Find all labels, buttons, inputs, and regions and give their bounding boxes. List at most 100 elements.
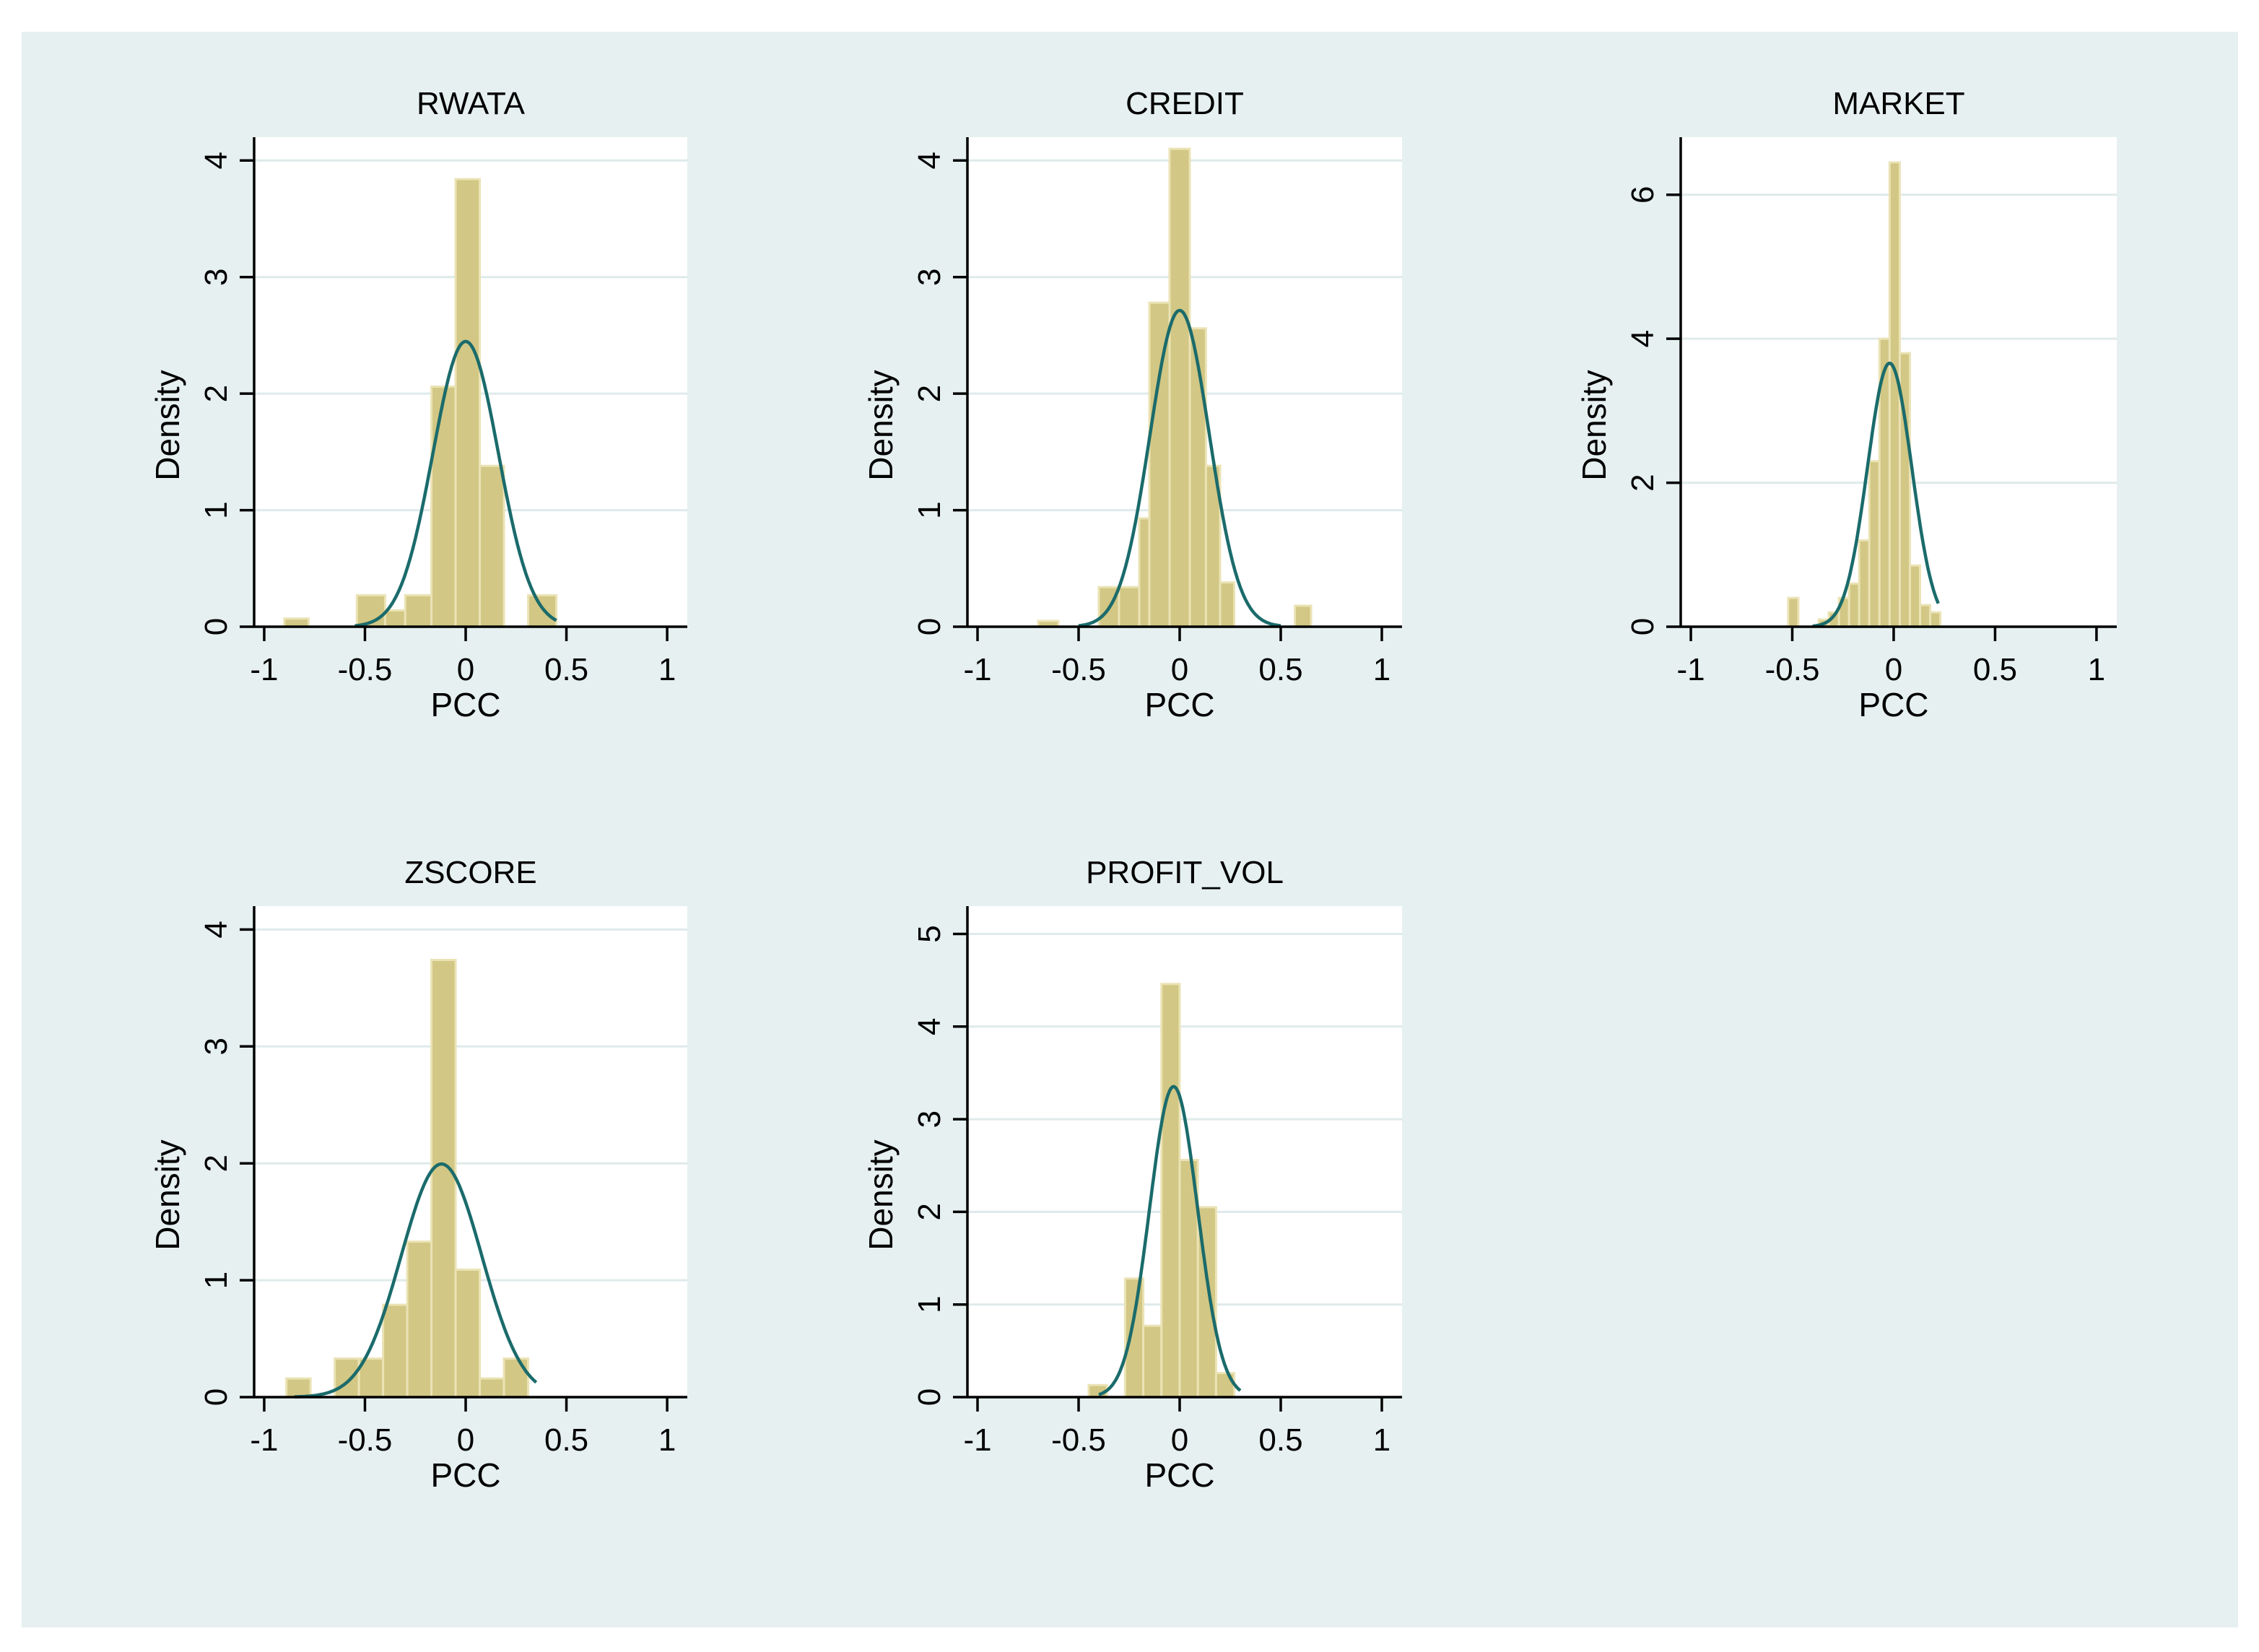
histogram-bar [527, 594, 558, 628]
y-tick-label: 3 [912, 268, 947, 285]
y-tick-label: 2 [199, 385, 234, 402]
panel-title: PROFIT_VOL [1086, 855, 1284, 890]
x-tick-label: 1 [1373, 1422, 1390, 1458]
y-axis-label: Density [862, 370, 900, 480]
x-tick-label: 1 [1373, 652, 1390, 687]
panel-title: MARKET [1832, 86, 1964, 121]
x-tick-label: -1 [963, 1422, 991, 1458]
y-tick-label: 1 [912, 501, 947, 518]
x-tick-label: 1 [658, 652, 676, 687]
x-tick-label: 1 [2088, 652, 2105, 687]
histogram-bar [1929, 611, 1942, 628]
x-tick-label: -0.5 [1051, 1422, 1106, 1458]
histogram-bar [1868, 460, 1881, 628]
histogram-bar [430, 385, 457, 628]
histogram-bar [1847, 582, 1860, 628]
panel-title: RWATA [417, 86, 526, 121]
histogram-bar [1148, 301, 1171, 628]
histogram-bar [382, 1303, 409, 1399]
y-axis-label: Density [862, 1139, 900, 1250]
histogram-panels: 0 1 2 3 4 -1 -0.5 0 0.5 1 RWATA PCC Density 0 1 2 3 4 -1 -0… [149, 86, 2117, 1494]
y-tick-label: 2 [912, 385, 947, 402]
x-axis-label: PCC [430, 1456, 500, 1494]
histogram-panel: 0 1 2 3 4 -1 -0.5 0 0.5 1 RWATA PCC Density [149, 86, 687, 723]
x-tick-label: -1 [1676, 652, 1705, 687]
x-tick-label: 0.5 [1973, 652, 2017, 687]
x-tick-label: 0 [1171, 1422, 1188, 1458]
normal-density-curve [294, 1162, 538, 1399]
x-tick-label: 0 [1171, 652, 1188, 687]
histogram-panel: 0 1 2 3 4 5 -1 -0.5 0 0.5 1 PROFIT_VOL PCC Density [862, 855, 1402, 1494]
histogram-bar [334, 1357, 360, 1399]
histogram-bar [404, 594, 433, 628]
histogram-bar [1888, 161, 1901, 628]
y-tick-label: 0 [912, 618, 947, 635]
x-tick-label: 0 [457, 652, 474, 687]
y-tick-label: 1 [199, 1271, 234, 1289]
x-tick-label: 0.5 [1258, 1422, 1302, 1458]
y-tick-label: 2 [912, 1203, 947, 1220]
x-tick-label: 0 [457, 1422, 474, 1458]
x-tick-label: 0.5 [544, 652, 588, 687]
histogram-bar [1142, 1324, 1163, 1399]
y-tick-label: 5 [912, 925, 947, 942]
x-tick-label: 0.5 [544, 1422, 588, 1458]
y-tick-label: 3 [199, 268, 234, 285]
y-tick-label: 4 [199, 152, 234, 169]
histogram-bar [383, 609, 406, 628]
x-tick-label: -1 [250, 1422, 278, 1458]
y-tick-label: 2 [199, 1155, 234, 1172]
y-tick-label: 0 [199, 1388, 234, 1406]
y-tick-label: 3 [912, 1110, 947, 1128]
histogram-panel: 0 1 2 3 4 -1 -0.5 0 0.5 1 CREDIT PCC Density [862, 86, 1402, 723]
histogram-bar [1908, 564, 1921, 628]
y-axis-label: Density [149, 1139, 186, 1250]
x-tick-label: -0.5 [338, 652, 393, 687]
histogram-bar [1918, 604, 1932, 628]
y-tick-label: 4 [912, 152, 947, 169]
x-tick-label: -0.5 [1765, 652, 1820, 687]
histogram-panel: 0 2 4 6 -1 -0.5 0 0.5 1 MARKET PCC Density [1575, 86, 2117, 723]
x-axis-label: PCC [430, 686, 500, 723]
histogram-bar [479, 464, 505, 628]
histogram-bar [454, 1269, 482, 1399]
x-axis-label: PCC [1144, 686, 1214, 723]
x-tick-label: -0.5 [1051, 652, 1106, 687]
y-tick-label: 6 [1625, 186, 1660, 204]
y-tick-label: 2 [1625, 474, 1660, 491]
y-tick-label: 4 [199, 921, 234, 938]
y-tick-label: 4 [912, 1018, 947, 1035]
y-tick-label: 4 [1625, 330, 1660, 347]
normal-density-curve [1098, 1084, 1242, 1396]
x-tick-label: -0.5 [338, 1422, 393, 1458]
x-tick-label: -1 [963, 652, 991, 687]
panel-title: ZSCORE [404, 855, 536, 890]
y-axis-label: Density [1575, 370, 1613, 480]
histogram-panel: 0 1 2 3 4 -1 -0.5 0 0.5 1 ZSCORE PCC Density [149, 855, 687, 1494]
histogram-bar [454, 178, 482, 628]
x-tick-label: 0.5 [1258, 652, 1302, 687]
x-tick-label: 0 [1885, 652, 1902, 687]
histogram-bar [1168, 147, 1191, 628]
histogram-bar [430, 958, 457, 1399]
x-tick-label: 1 [658, 1422, 676, 1458]
histogram-bar [1160, 983, 1181, 1399]
histogram-bar [479, 1377, 505, 1399]
y-tick-label: 1 [912, 1295, 947, 1313]
y-tick-label: 0 [1625, 618, 1660, 635]
normal-density-curve [354, 339, 557, 627]
histogram-bar [1219, 581, 1236, 628]
histogram-bar [502, 1357, 530, 1399]
histogram-bar [406, 1240, 433, 1399]
histogram-bar [1138, 517, 1151, 628]
y-tick-label: 0 [199, 618, 234, 635]
histogram-bar [1118, 586, 1141, 628]
y-axis-label: Density [149, 370, 186, 480]
histogram-bar [1787, 596, 1800, 628]
y-tick-label: 3 [199, 1038, 234, 1055]
normal-density-curve [1078, 308, 1281, 627]
x-tick-label: -1 [250, 652, 278, 687]
x-axis-label: PCC [1858, 686, 1928, 723]
panel-title: CREDIT [1126, 86, 1244, 121]
